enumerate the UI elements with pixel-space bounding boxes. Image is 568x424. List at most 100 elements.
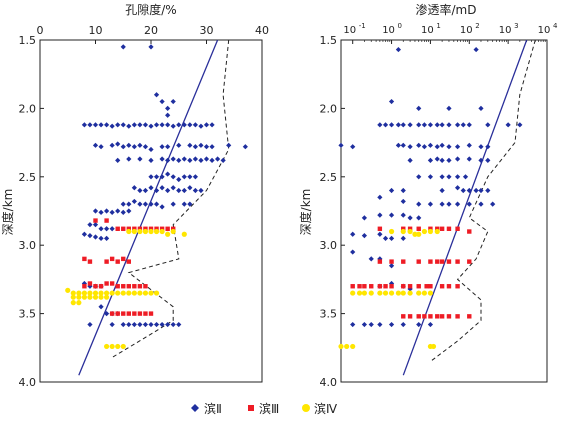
data-point [454, 201, 461, 207]
data-point [368, 290, 374, 296]
data-point [460, 187, 466, 194]
data-point [171, 226, 176, 231]
data-point [407, 228, 413, 235]
data-point [115, 141, 121, 147]
data-point [439, 187, 445, 194]
data-point [466, 122, 472, 128]
data-point [400, 235, 406, 241]
data-point [446, 122, 452, 128]
data-point [176, 176, 182, 183]
data-point [153, 187, 160, 194]
data-point [427, 142, 434, 148]
data-point [517, 122, 523, 128]
data-point [377, 226, 383, 231]
x-tick-label: 10 [382, 25, 395, 36]
data-point [198, 123, 204, 129]
data-point [192, 174, 198, 180]
data-point [148, 311, 154, 316]
data-point [148, 157, 154, 163]
data-point [87, 122, 93, 128]
data-point [350, 249, 356, 255]
data-point [215, 156, 221, 162]
data-point [377, 194, 383, 200]
data-point [98, 294, 104, 300]
y-tick-label: 2.5 [320, 171, 338, 184]
data-point [153, 174, 160, 180]
data-point [485, 187, 491, 194]
data-point [159, 321, 165, 328]
data-point [176, 142, 182, 148]
data-point [70, 294, 76, 300]
data-point [153, 290, 160, 296]
data-point [467, 314, 472, 319]
data-point [454, 174, 461, 180]
y-tick-label: 2.0 [320, 102, 338, 115]
data-point [137, 226, 143, 231]
data-point [377, 284, 383, 289]
data-point [187, 122, 193, 128]
data-point [454, 122, 461, 128]
plot-frame [39, 39, 263, 383]
data-point [153, 321, 160, 328]
data-point [416, 284, 421, 289]
data-point [350, 321, 356, 328]
data-point [159, 204, 165, 210]
data-point [388, 212, 395, 218]
data-point [428, 259, 433, 264]
data-point [439, 142, 445, 148]
data-point [126, 311, 131, 316]
data-point [400, 187, 406, 194]
data-point [170, 156, 176, 162]
data-point [181, 187, 187, 194]
data-point [154, 226, 159, 231]
data-point [467, 259, 472, 264]
data-point [176, 321, 182, 328]
data-point [466, 156, 472, 162]
data-point [338, 343, 344, 350]
data-point [388, 280, 395, 287]
data-point [192, 187, 198, 194]
y-tick-label: 3.5 [320, 308, 338, 321]
data-point [137, 311, 143, 316]
x-tick-exponent: 4 [553, 22, 558, 30]
data-point [454, 144, 461, 150]
data-point [148, 228, 154, 235]
x-tick-label: 40 [255, 24, 269, 37]
data-point [377, 122, 383, 128]
data-point [148, 146, 154, 153]
x-tick-label: 10 [499, 25, 512, 36]
data-point [109, 209, 115, 215]
data-point [435, 314, 440, 319]
data-point [416, 259, 421, 264]
x-tick-exponent: 1 [436, 22, 440, 30]
data-point [439, 284, 445, 289]
data-point [181, 156, 187, 162]
data-point [165, 226, 170, 231]
data-point [126, 156, 132, 162]
data-point [98, 209, 104, 215]
data-point [416, 321, 422, 328]
data-point [416, 314, 421, 319]
data-point [427, 122, 434, 128]
porosity-depth-chart: 0 10 20 30 40 1.5 2.0 2.5 3.0 3.5 4.0 孔隙度/% 深度/km [0, 2, 269, 389]
data-point [176, 157, 182, 163]
data-point [377, 321, 383, 328]
data-point [446, 174, 452, 180]
data-point [126, 201, 132, 207]
data-point [137, 284, 143, 289]
data-point [121, 226, 126, 231]
data-point [435, 259, 440, 264]
data-point [187, 157, 193, 163]
data-point [338, 142, 344, 148]
data-point [455, 284, 460, 289]
data-point [485, 122, 491, 128]
data-point [424, 284, 429, 289]
data-point [485, 144, 491, 150]
data-point [153, 122, 160, 128]
data-points [338, 46, 523, 350]
data-point [388, 122, 395, 128]
data-point [446, 284, 452, 289]
data-point [142, 122, 149, 128]
data-point [115, 208, 121, 214]
data-point [350, 144, 356, 150]
